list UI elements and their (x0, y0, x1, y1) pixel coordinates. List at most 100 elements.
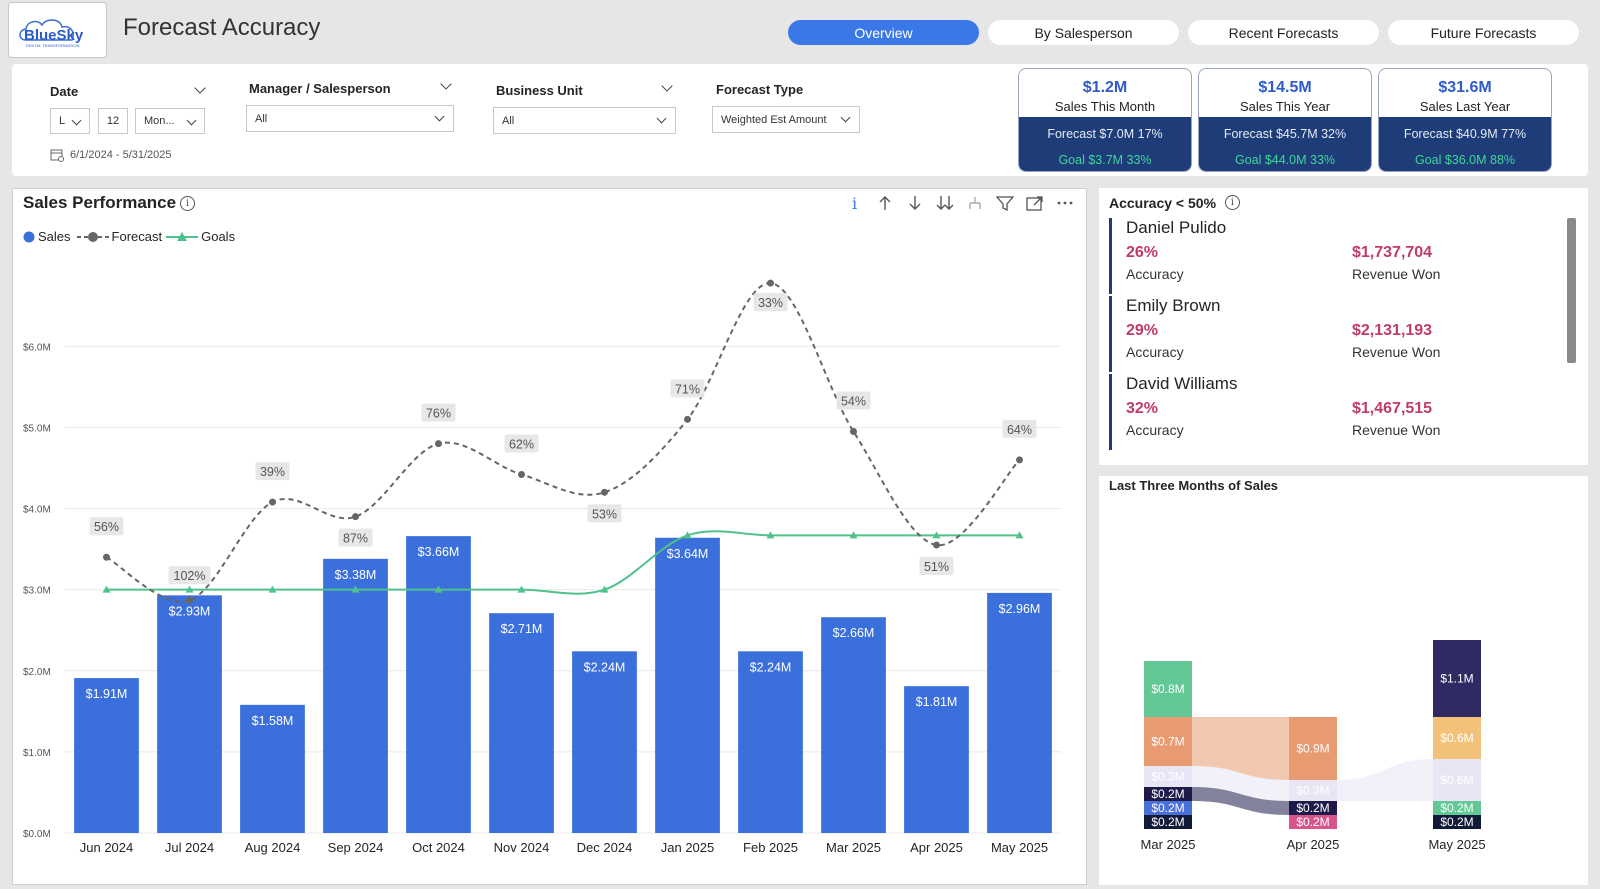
chevron-down-icon (434, 111, 445, 122)
chevron-down-icon (71, 115, 82, 126)
revenue-won-value: $1,467,515 (1352, 400, 1433, 417)
goals-marker (932, 531, 941, 539)
business-unit-filter-chevron-icon[interactable] (661, 80, 673, 92)
info-icon[interactable]: i (844, 192, 866, 214)
manager-dropdown[interactable]: All (246, 105, 454, 132)
accuracy-below-50-visual: Accuracy < 50% i Daniel Pulido 26% Accur… (1099, 188, 1588, 465)
bar-data-label: $1.58M (252, 714, 294, 728)
forecast-marker (850, 428, 857, 435)
page-title: Forecast Accuracy (123, 14, 321, 41)
business-unit-dropdown[interactable]: All (493, 107, 676, 134)
kpi-label: Sales This Month (1054, 99, 1156, 114)
legend-goals[interactable]: Goals (201, 229, 236, 244)
date-unit-dropdown[interactable]: Mon... (135, 108, 205, 134)
last-three-months-visual[interactable]: Last Three Months of Sales $0.8M $0.7M $0.… (1099, 476, 1588, 885)
ribbon-segment (1144, 661, 1192, 717)
y-tick-label: $2.0M (23, 667, 51, 678)
kpi-detail: Forecast $40.9M 77% Goal $36.0M 88% (1379, 117, 1551, 171)
bar-data-label: $1.81M (916, 695, 958, 709)
kpi-card-sales-this-year: $14.5M Sales This Year Forecast $45.7M 3… (1198, 68, 1372, 172)
segment-label: $0.2M (1151, 787, 1184, 801)
sales-performance-visual[interactable]: $0.0M $1.0M $2.0M $3.0M $4.0M $5.0M $6.0M $1.91… (12, 188, 1087, 885)
accuracy-list-item[interactable]: Daniel Pulido 26% Accuracy $1,737,704 Re… (1109, 218, 1549, 294)
info-icon[interactable]: i (1225, 195, 1240, 210)
date-range-text: 6/1/2024 - 5/31/2025 (70, 149, 172, 161)
bar-sales (157, 595, 222, 833)
forecast-data-label: 56% (94, 520, 119, 534)
forecast-type-dropdown[interactable]: Weighted Est Amount (712, 106, 860, 133)
date-count-input[interactable]: 12 (98, 108, 128, 134)
accuracy-list-item[interactable]: David Williams 32% Accuracy $1,467,515 R… (1109, 374, 1549, 450)
forecast-label-bg (753, 293, 788, 312)
bar-data-label: $2.71M (501, 622, 543, 636)
last-three-months-title: Last Three Months of Sales (1109, 478, 1279, 493)
drill-down-icon[interactable] (904, 192, 926, 214)
bluesky-logo: BlueSky DIGITAL TRANSFORMATION (8, 2, 107, 58)
legend-sales[interactable]: Sales (38, 229, 71, 244)
drill-up-icon[interactable] (874, 192, 896, 214)
filter-icon[interactable] (994, 192, 1016, 214)
forecast-marker (518, 470, 525, 478)
tab-by-salesperson[interactable]: By Salesperson (988, 20, 1179, 45)
y-tick-label: $6.0M (23, 342, 51, 353)
salesperson-name: David Williams (1126, 374, 1238, 393)
bluesky-logo-mark: BlueSky DIGITAL TRANSFORMATION (18, 19, 84, 48)
segment-label: $0.7M (1151, 735, 1184, 749)
ribbon (1192, 766, 1289, 801)
salesperson-name: Emily Brown (1126, 296, 1221, 315)
filter-panel: Date L 12 Mon... 6/1/2024 - 5/31/2025 Ma… (12, 64, 1588, 176)
svg-text:i: i (852, 194, 857, 212)
forecast-marker (352, 513, 359, 521)
tab-overview[interactable]: Overview (788, 20, 979, 45)
info-icon[interactable]: i (180, 196, 195, 211)
nav-tabs: Overview By Salesperson Recent Forecasts… (788, 20, 1579, 45)
manager-filter-chevron-icon[interactable] (440, 78, 452, 90)
kpi-goal: Goal $36.0M 88% (1414, 153, 1516, 167)
legend-forecast[interactable]: Forecast (111, 229, 163, 244)
forecast-marker (1016, 456, 1023, 464)
focus-mode-icon[interactable] (1024, 192, 1046, 214)
segment-label: $0.3M (1151, 770, 1184, 784)
kpi-forecast: Forecast $45.7M 32% (1223, 127, 1347, 141)
expand-all-icon[interactable] (934, 192, 956, 214)
ribbon-segment (1433, 801, 1481, 815)
forecast-label-bg (168, 566, 211, 585)
date-unit-value: Mon... (144, 115, 175, 127)
date-filter-chevron-icon[interactable] (194, 82, 206, 94)
manager-filter-label: Manager / Salesperson (249, 81, 391, 96)
x-tick-label: Apr 2025 (1287, 837, 1340, 852)
accuracy-list-item[interactable]: Emily Brown 29% Accuracy $2,131,193 Reve… (1109, 296, 1549, 372)
chart-legend: Sales Forecast Goals (23, 229, 235, 244)
ribbon-segment (1289, 815, 1337, 829)
date-filter-label: Date (50, 84, 79, 99)
bar-data-label: $2.93M (169, 604, 211, 618)
ribbon-segment (1144, 766, 1192, 787)
goals-marker (766, 531, 775, 539)
ribbon (1192, 717, 1289, 780)
logo-tagline: DIGITAL TRANSFORMATION (26, 43, 80, 48)
goals-marker (1015, 531, 1024, 539)
accuracy-title: Accuracy < 50% (1109, 195, 1217, 211)
date-relative-value: L (59, 115, 66, 127)
forecast-data-label: 71% (675, 382, 700, 396)
more-options-icon[interactable] (1054, 192, 1076, 214)
logo-text: BlueSky (24, 27, 84, 44)
x-tick-label: Dec 2024 (577, 840, 633, 855)
tab-future-forecasts[interactable]: Future Forecasts (1388, 20, 1579, 45)
bar-data-label: $3.38M (335, 568, 377, 582)
forecast-marker (601, 488, 608, 496)
kpi-card-sales-this-month: $1.2M Sales This Month Forecast $7.0M 17… (1018, 68, 1192, 172)
forecast-data-label: 39% (260, 465, 285, 479)
date-relative-dropdown[interactable]: L (50, 108, 90, 134)
scrollbar[interactable] (1567, 218, 1576, 363)
hierarchy-icon[interactable] (964, 192, 986, 214)
kpi-goal: Goal $44.0M 33% (1234, 153, 1336, 167)
forecast-data-label: 87% (343, 532, 368, 546)
revenue-won-label: Revenue Won (1352, 266, 1441, 282)
tab-recent-forecasts[interactable]: Recent Forecasts (1188, 20, 1379, 45)
bar-data-label: $3.64M (667, 547, 709, 561)
forecast-label-bg (421, 403, 456, 422)
goals-marker (102, 585, 111, 593)
bar-data-label: $1.91M (86, 687, 128, 701)
x-tick-label: Feb 2025 (743, 840, 798, 855)
